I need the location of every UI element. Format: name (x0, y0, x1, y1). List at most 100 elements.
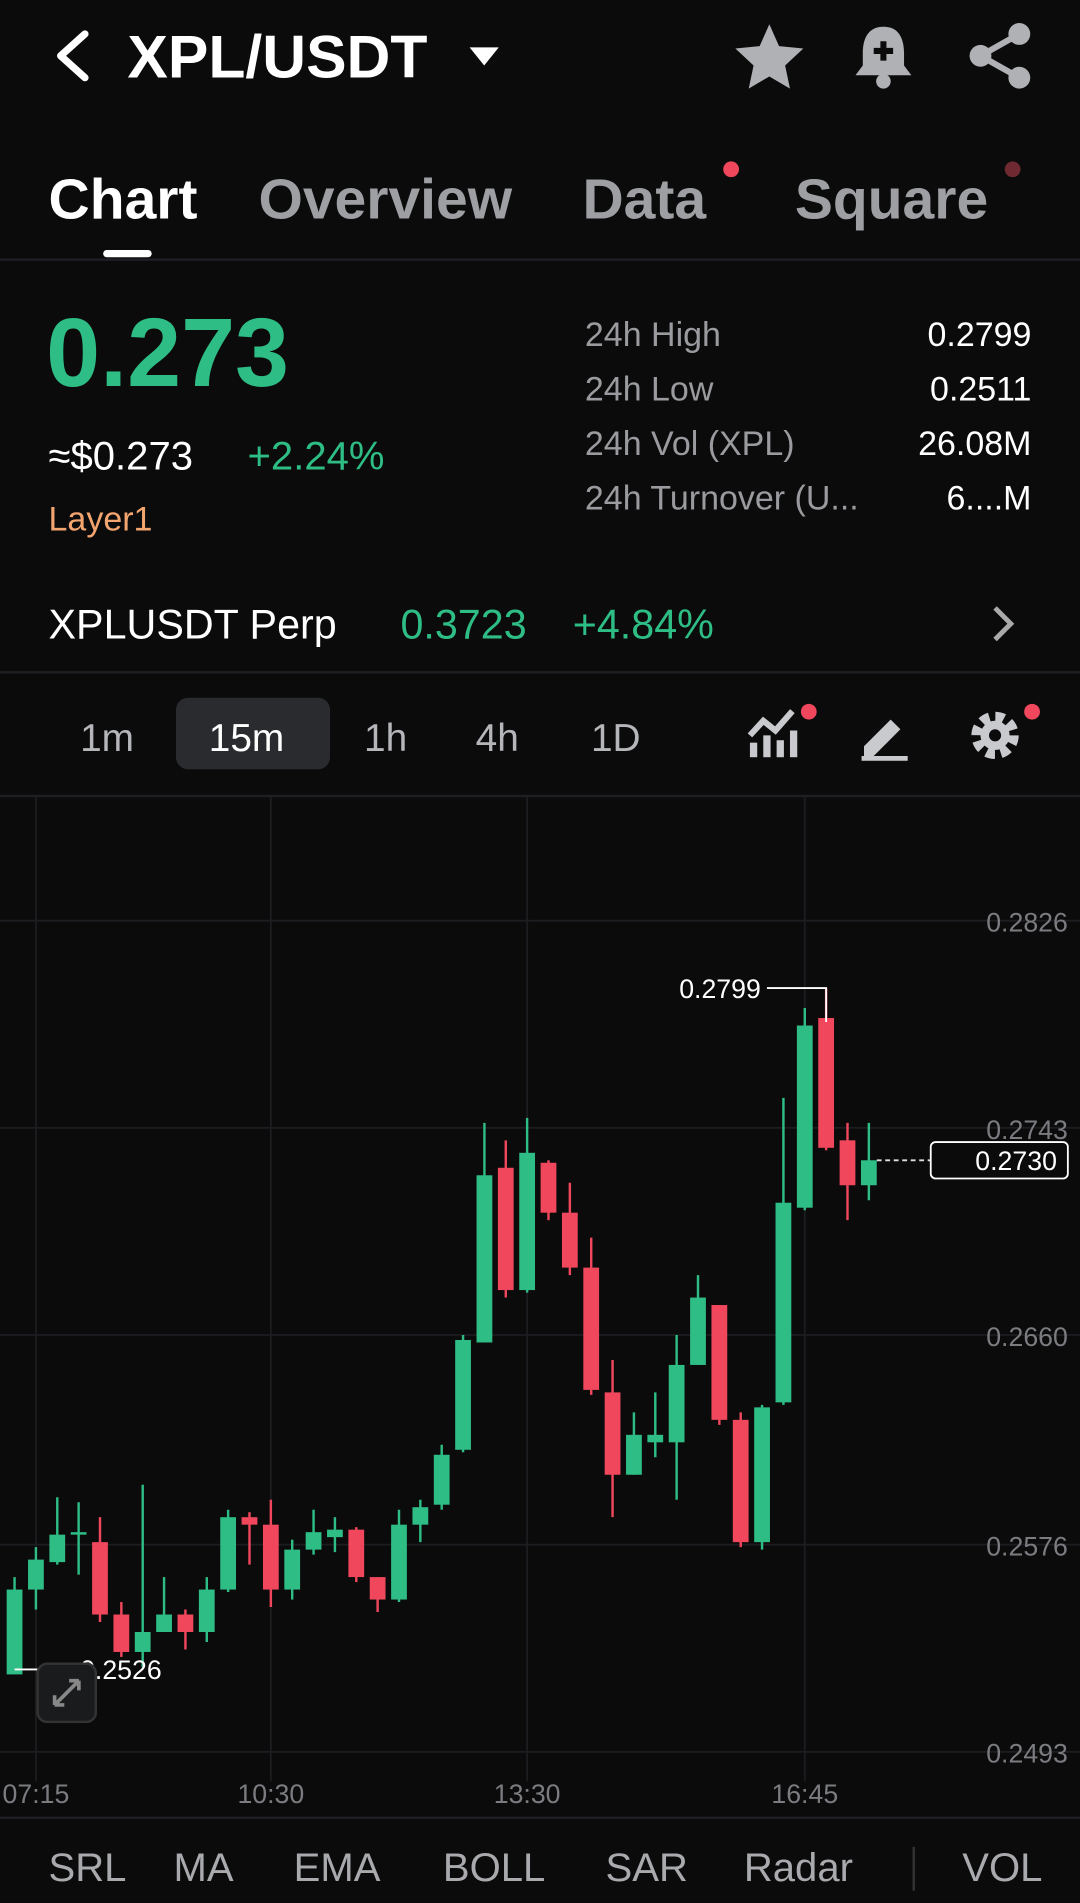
usd-price: ≈$0.273 (48, 433, 194, 479)
last-price: 0.273 (46, 298, 290, 407)
settings-icon[interactable] (968, 709, 1021, 762)
candle-body (391, 1524, 407, 1600)
notification-dot (723, 161, 740, 178)
stat-value: 0.2511 (930, 370, 1032, 408)
x-tick-label: 10:30 (237, 1779, 304, 1809)
indicator-icon[interactable] (746, 706, 802, 759)
candle-body (775, 1202, 792, 1403)
indicator-tab[interactable]: SRL (48, 1844, 127, 1890)
candle-body (796, 1025, 813, 1208)
candle-body (412, 1507, 429, 1525)
candle-body (540, 1162, 557, 1213)
candle-body (647, 1434, 664, 1443)
candle-body (92, 1542, 108, 1615)
y-tick-label: 0.2743 (986, 1115, 1068, 1145)
candle-body (860, 1160, 877, 1186)
tab[interactable]: Chart (48, 166, 198, 231)
y-tick-label: 0.2576 (986, 1532, 1068, 1562)
candle-body (113, 1614, 130, 1652)
interval[interactable]: 4h (475, 715, 519, 760)
candle-body (668, 1364, 685, 1443)
perp-name[interactable]: XPLUSDT Perp (48, 601, 337, 648)
notification-dot (800, 703, 817, 720)
indicator-tab[interactable]: BOLL (442, 1844, 546, 1890)
stat-label: 24h Turnover (U... (584, 479, 859, 517)
bell-icon[interactable] (852, 22, 915, 90)
candle-body (49, 1534, 66, 1563)
interval[interactable]: 1D (590, 715, 641, 760)
indicator-tab[interactable]: Radar (743, 1844, 853, 1890)
candle-body (70, 1532, 87, 1535)
candle-body (433, 1454, 450, 1505)
candle-body (561, 1212, 578, 1268)
stat-value: 6....M (946, 479, 1032, 517)
indicator-tab[interactable]: EMA (293, 1844, 381, 1890)
dropdown-icon[interactable] (468, 46, 500, 68)
perp-price: 0.3723 (400, 601, 527, 648)
candle-body (134, 1631, 151, 1652)
candle-body (519, 1152, 536, 1291)
x-tick-label: 07:15 (3, 1779, 70, 1809)
stat-value: 0.2799 (927, 315, 1032, 354)
notification-dot (1004, 161, 1021, 178)
y-tick-label: 0.2826 (986, 908, 1068, 938)
candle-body (6, 1589, 23, 1675)
interval[interactable]: 1m (80, 715, 135, 760)
notification-dot (1024, 703, 1040, 720)
tab-underline (103, 249, 152, 258)
candle-body (497, 1167, 514, 1291)
high-leader (766, 987, 828, 1023)
candle-body (690, 1297, 706, 1365)
stat-label: 24h Low (584, 370, 714, 408)
separator (912, 1846, 915, 1891)
candle-body (241, 1517, 258, 1525)
high-label: 0.2799 (679, 974, 761, 1004)
divider (0, 671, 1080, 674)
candle-body (754, 1407, 770, 1543)
share-icon[interactable] (966, 22, 1034, 90)
divider (0, 1816, 1080, 1820)
star-icon[interactable] (733, 22, 806, 90)
tab[interactable]: Overview (258, 166, 513, 231)
interval[interactable]: 15m (208, 715, 285, 760)
candle-body (839, 1140, 856, 1186)
candle-body (284, 1549, 301, 1590)
x-tick-label: 13:30 (494, 1779, 561, 1809)
candle-body (818, 1018, 835, 1148)
y-tick-label: 0.2660 (986, 1322, 1068, 1352)
price-change: +2.24% (247, 433, 385, 479)
chevron-icon[interactable] (990, 604, 1017, 643)
stat-value: 26.08M (918, 424, 1032, 463)
interval[interactable]: 1h (364, 715, 408, 760)
candle-body (348, 1529, 365, 1578)
last-price-box (929, 1141, 1069, 1180)
candle-body (369, 1577, 386, 1600)
x-tick-label: 16:45 (771, 1779, 838, 1809)
candle-body (220, 1517, 237, 1590)
candle-body (583, 1267, 600, 1390)
tab[interactable]: Data (582, 166, 707, 231)
back-icon[interactable] (49, 29, 98, 82)
candle-body (262, 1524, 279, 1590)
candle-body (156, 1614, 172, 1632)
tab[interactable]: Square (794, 166, 989, 231)
candle-body (476, 1175, 493, 1343)
candle-body (177, 1614, 194, 1632)
pair-title[interactable]: XPL/USDT (127, 23, 428, 92)
expand-icon[interactable] (36, 1662, 98, 1724)
candle-body (455, 1339, 471, 1450)
draw-icon[interactable] (857, 710, 910, 761)
indicator-tab[interactable]: MA (173, 1844, 234, 1890)
candlestick-chart: 0.2826 0.2743 0.2660 0.2576 0.2493 07:15 10:30… (0, 796, 1080, 1809)
candle-body (198, 1589, 215, 1632)
indicator-tab[interactable]: VOL (962, 1844, 1043, 1890)
candle-body (28, 1559, 44, 1590)
interval-selected-bg (175, 697, 331, 770)
stat-label: 24h Vol (XPL) (584, 424, 795, 463)
last-price-label: 0.2730 (975, 1146, 1057, 1176)
tag[interactable]: Layer1 (48, 499, 153, 538)
indicator-tab[interactable]: SAR (605, 1844, 688, 1890)
candle-body (732, 1419, 749, 1543)
